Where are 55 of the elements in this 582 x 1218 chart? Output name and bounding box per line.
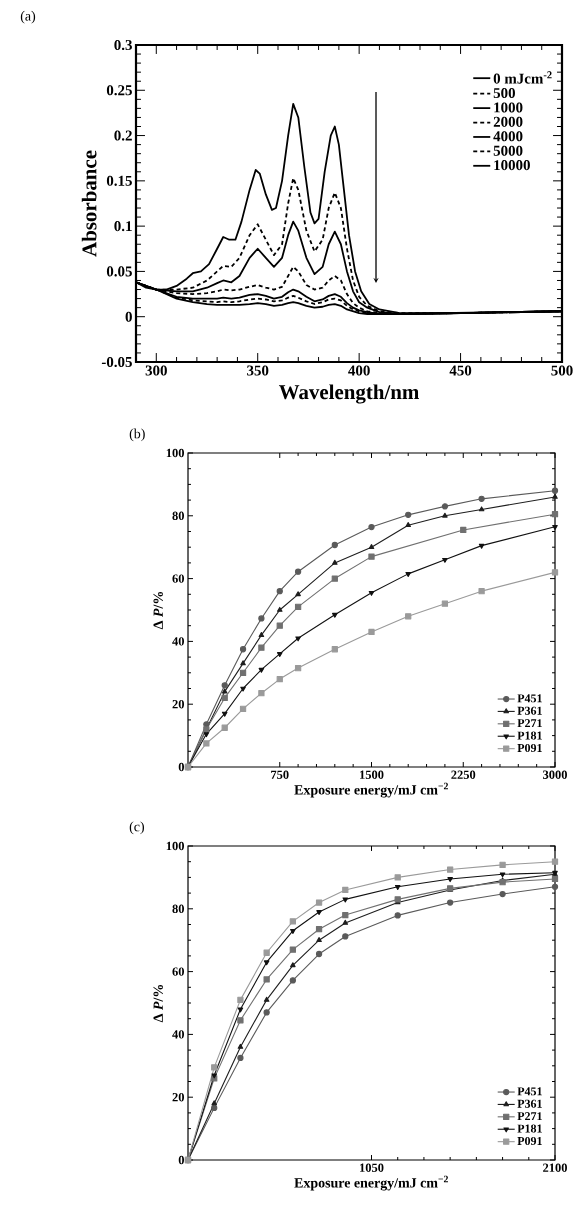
y-tick-label: 20 <box>172 699 185 709</box>
y-tick-label: 0.05 <box>106 266 132 277</box>
legend-label: P361 <box>517 1099 542 1108</box>
y-tick-label: 0 <box>178 1155 185 1165</box>
x-tick-label: 400 <box>348 365 370 376</box>
legend-label: P451 <box>517 1087 542 1096</box>
y-tick-label: 80 <box>172 904 185 913</box>
x-axis-title: Exposure energy/mJ cm$^{−2}$ <box>294 1175 448 1191</box>
legend-label: P181 <box>517 731 542 740</box>
chart-title: (c) <box>129 821 144 835</box>
x-tick-label: 350 <box>247 365 269 376</box>
x-tick-label: 500 <box>551 365 573 376</box>
x-tick-label: 750 <box>271 770 289 779</box>
legend-label: 1000 <box>494 102 523 113</box>
legend-label: 2000 <box>493 116 523 127</box>
y-tick-label: 0.2 <box>114 130 132 141</box>
legend-label: P361 <box>517 706 542 715</box>
legend-label: 5000 <box>493 145 523 156</box>
y-tick-label: 100 <box>166 841 185 851</box>
x-tick-label: 2250 <box>451 770 476 779</box>
x-tick-label: 1500 <box>360 770 384 779</box>
legend-label: 4000 <box>493 131 523 142</box>
x-axis-title: Exposure energy/mJ cm$^{−2}$ <box>294 782 448 798</box>
y-tick-label: 0.15 <box>106 175 132 186</box>
legend-label: 10000 <box>494 160 530 171</box>
y-tick-label: 0.25 <box>106 85 132 96</box>
x-tick-label: 1050 <box>360 1163 384 1172</box>
x-tick-label: 300 <box>145 365 167 376</box>
legend-label: P271 <box>517 719 542 728</box>
y-tick-label: 100 <box>166 448 185 458</box>
legend-label: P181 <box>517 1124 542 1133</box>
y-tick-label: 60 <box>172 967 185 976</box>
legend-label: 0 mJcm$^{-2}$ <box>493 71 552 84</box>
legend-label: P271 <box>517 1112 542 1121</box>
y-tick-label: -0.05 <box>101 356 132 368</box>
chart-title: (b) <box>129 428 145 442</box>
y-tick-label: 40 <box>172 1030 185 1039</box>
y-tick-label: 0 <box>178 762 185 772</box>
x-axis-title: Wavelength/nm <box>278 384 419 404</box>
y-tick-label: 0 <box>125 311 132 322</box>
chart-title: (a) <box>20 10 36 24</box>
y-tick-label: 0.1 <box>114 221 132 232</box>
x-tick-label: 450 <box>449 365 472 376</box>
y-tick-label: 60 <box>172 574 185 583</box>
y-tick-label: 20 <box>172 1093 185 1102</box>
legend-label: P091 <box>517 743 542 753</box>
legend-label: P091 <box>517 1136 542 1146</box>
y-axis-title: Absorbance <box>81 150 97 257</box>
legend-label: 500 <box>493 87 515 99</box>
y-tick-label: 0.3 <box>114 39 132 51</box>
y-tick-label: 40 <box>172 637 185 646</box>
legend-label: P451 <box>517 694 542 703</box>
y-tick-label: 80 <box>172 511 185 520</box>
x-tick-label: 3000 <box>543 770 567 779</box>
x-tick-label: 2100 <box>543 1163 567 1172</box>
